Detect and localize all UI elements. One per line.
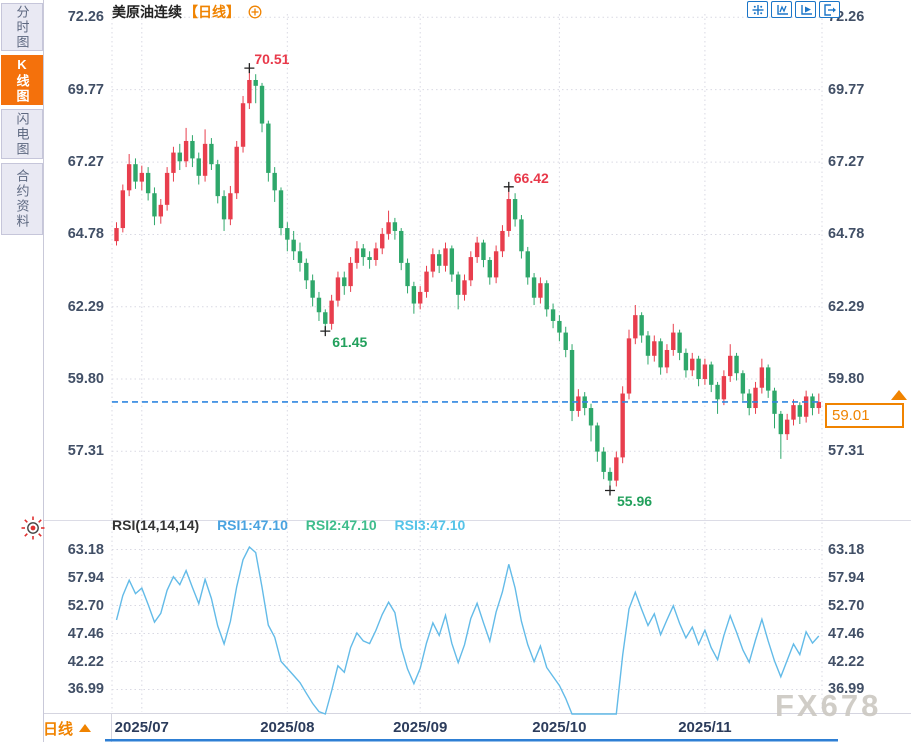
sidebar-tab-time-chart[interactable]: 分时图 <box>1 3 43 51</box>
time-scrollbar[interactable] <box>105 739 838 742</box>
rsi-legend-item: RSI3:47.10 <box>394 517 466 533</box>
price-arrow-marker <box>891 389 907 400</box>
rsi-header: RSI(14,14,14) RSI1:47.10 RSI2:47.10 RSI3… <box>112 517 465 533</box>
rsi-legend-item: RSI2:47.10 <box>305 517 377 533</box>
crosshair-move-icon[interactable] <box>747 1 768 18</box>
sidebar-tab-contract-info[interactable]: 合约资料 <box>1 163 43 235</box>
last-price-badge: 59.01 <box>825 402 904 428</box>
sidebar-tab-label: 闪电图 <box>14 111 30 157</box>
chart-toolbar <box>747 1 840 18</box>
chart-title: 美原油连续 【日线】 <box>112 2 262 22</box>
symbol-name: 美原油连续 <box>112 4 182 20</box>
indicator-settings-icon[interactable] <box>19 514 47 547</box>
watermark: FX678 <box>775 688 882 723</box>
rsi-title: RSI(14,14,14) <box>112 517 200 533</box>
sidebar-tab-flash-chart[interactable]: 闪电图 <box>1 109 43 159</box>
circle-plus-icon[interactable] <box>248 5 262 22</box>
timeframe-label: 日线 <box>42 720 73 738</box>
sidebar-tab-candle-chart[interactable]: K线图 <box>1 55 43 105</box>
axis-play-icon[interactable] <box>795 1 816 18</box>
sidebar-tab-label: K线图 <box>14 56 30 104</box>
sidebar: 分时图 K线图 闪电图 合约资料 <box>0 0 44 742</box>
timeframe-bracket: 【日线】 <box>184 4 240 20</box>
axis-range-icon[interactable] <box>771 1 792 18</box>
panel-separator <box>44 520 911 521</box>
triangle-up-icon <box>79 724 91 732</box>
sidebar-tab-label: 分时图 <box>14 4 30 50</box>
pan-right-icon[interactable] <box>819 1 840 18</box>
sidebar-tab-label: 合约资料 <box>14 169 30 229</box>
bottombar-separator <box>0 713 911 714</box>
rsi-legend-item: RSI1:47.10 <box>217 517 288 533</box>
